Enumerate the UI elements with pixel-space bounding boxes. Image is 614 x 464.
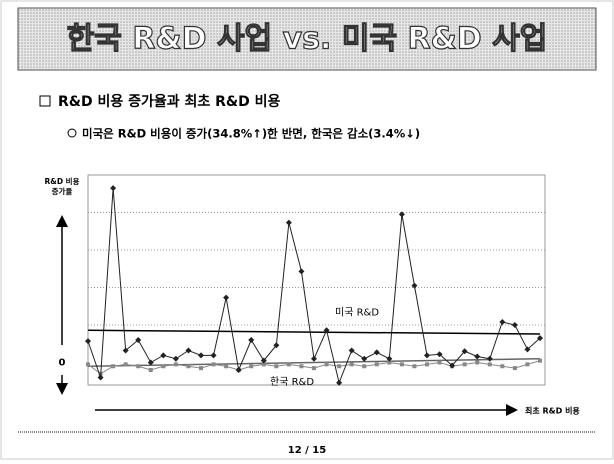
point	[273, 342, 280, 349]
page-number: 12 / 15	[288, 445, 326, 456]
point	[425, 362, 429, 367]
point	[512, 366, 517, 371]
point	[511, 322, 518, 328]
y-axis-label: 증가율	[52, 186, 73, 196]
sub-bullet: 미국은 R&D 비용이 증가(34.8%↑)한 반면, 한국은 감소(3.4%↓…	[82, 127, 420, 141]
point	[398, 211, 405, 218]
point	[260, 357, 267, 364]
point	[323, 327, 330, 334]
point	[85, 338, 91, 345]
point	[337, 364, 342, 369]
point	[299, 364, 304, 369]
point	[173, 362, 178, 367]
point	[261, 362, 266, 367]
slide-title: 한국 R&D 사업 vs. 미국 R&D 사업	[67, 22, 548, 57]
point	[362, 364, 367, 369]
trend-label: 한국 R&D	[270, 376, 314, 388]
point	[487, 362, 492, 367]
plot-area	[87, 174, 546, 386]
point	[198, 352, 204, 359]
point	[274, 364, 279, 369]
point	[437, 360, 442, 365]
point	[374, 362, 379, 367]
point	[387, 360, 392, 365]
point	[538, 358, 542, 363]
point	[136, 364, 141, 369]
point	[524, 346, 531, 353]
trend-label: 미국 R&D	[335, 306, 379, 318]
point	[361, 355, 368, 362]
point	[111, 364, 116, 369]
point	[235, 367, 242, 373]
point	[147, 359, 154, 366]
point	[286, 362, 291, 367]
x-axis-label: 최초 R&D 비용	[525, 406, 580, 416]
point	[486, 355, 493, 362]
point	[86, 362, 90, 367]
point	[348, 347, 355, 354]
point	[411, 282, 418, 289]
point	[436, 351, 443, 358]
point	[224, 364, 229, 369]
point	[373, 349, 380, 356]
point	[185, 347, 192, 354]
point	[324, 362, 329, 367]
point	[249, 364, 254, 369]
point	[449, 362, 456, 369]
point	[122, 347, 129, 354]
point	[311, 355, 317, 362]
point	[474, 353, 481, 360]
point	[386, 355, 393, 362]
point	[298, 268, 305, 275]
point	[223, 294, 230, 301]
point	[349, 362, 354, 367]
point	[312, 366, 316, 371]
point	[412, 364, 417, 369]
point	[160, 352, 167, 359]
bullet-box	[39, 95, 51, 107]
point	[186, 364, 191, 369]
point	[97, 374, 104, 381]
point	[537, 335, 543, 342]
point	[248, 337, 255, 343]
y-tick-label: 0	[59, 358, 66, 369]
y-axis-label: R&D 비용	[45, 176, 80, 186]
point	[123, 362, 128, 367]
point	[499, 319, 506, 325]
sub-bullet-circle	[67, 128, 77, 138]
point	[210, 352, 217, 359]
point	[500, 364, 505, 369]
point	[211, 362, 216, 367]
point	[336, 379, 343, 386]
point	[172, 355, 179, 362]
point	[462, 362, 467, 367]
bullet: R&D 비용 증가율과 최초 R&D 비용	[58, 93, 281, 110]
trend-line	[87, 329, 541, 335]
point	[424, 352, 430, 359]
point	[525, 362, 530, 367]
point	[475, 360, 480, 365]
title-box	[17, 7, 597, 71]
point	[285, 219, 292, 226]
point	[161, 364, 166, 369]
point	[148, 368, 153, 372]
point	[461, 348, 468, 355]
point	[110, 185, 117, 192]
point	[199, 366, 203, 371]
point	[399, 362, 404, 367]
point	[135, 337, 142, 343]
